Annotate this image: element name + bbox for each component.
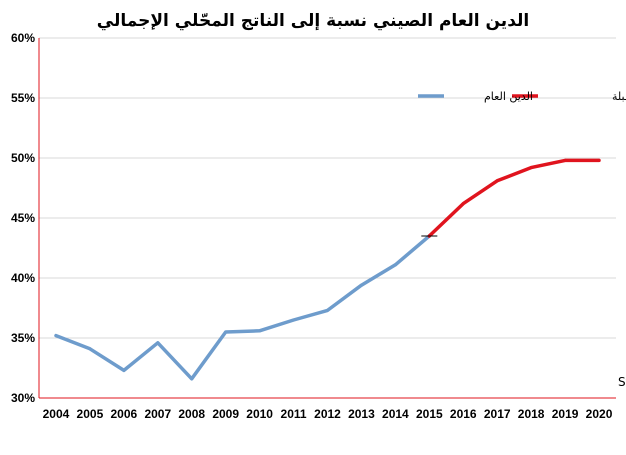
data-point xyxy=(326,308,329,312)
y-tick-label: 35% xyxy=(11,331,35,345)
y-tick-label: 30% xyxy=(11,391,35,405)
legend: توقعات الأعوام المُقبلة الدين العام xyxy=(418,89,626,103)
y-tick-label: 60% xyxy=(11,31,35,45)
y-tick-label: 50% xyxy=(11,151,35,165)
data-point xyxy=(393,263,397,267)
x-tick-label: 2006 xyxy=(111,407,138,421)
x-tick-label: 2011 xyxy=(281,407,307,421)
axes xyxy=(38,38,616,399)
series-line-public-debt xyxy=(54,234,432,381)
x-tick-label: 2017 xyxy=(484,407,511,421)
data-point xyxy=(88,347,92,351)
x-tick-label: 2019 xyxy=(552,407,579,421)
data-point xyxy=(156,341,160,345)
x-tick-label: 2014 xyxy=(382,407,409,421)
source-annotation: بروفسور جاسم عجاقة - مصدر صندوق النقد ال… xyxy=(618,375,626,390)
series-line-forecast xyxy=(427,158,601,238)
data-point xyxy=(224,330,228,334)
x-tick-label: 2004 xyxy=(43,407,70,421)
data-point xyxy=(190,377,194,381)
x-tick-label: 2009 xyxy=(212,407,239,421)
x-tick-label: 2020 xyxy=(586,407,613,421)
data-point xyxy=(563,158,567,162)
data-point xyxy=(495,179,499,183)
grid xyxy=(39,37,616,339)
x-tick-label: 2005 xyxy=(77,407,104,421)
legend-label: توقعات الأعوام المُقبلة xyxy=(612,89,626,103)
x-tick-label: 2008 xyxy=(178,407,205,421)
chart-title: الدين العام الصيني نسبة إلى الناتج المحّ… xyxy=(97,11,529,31)
data-point xyxy=(597,158,601,162)
data-point xyxy=(54,334,58,338)
y-tick-label: 45% xyxy=(11,211,35,225)
legend-item-forecast: توقعات الأعوام المُقبلة xyxy=(512,89,626,103)
x-tick-label: 2007 xyxy=(144,407,171,421)
legend-item-public-debt: الدين العام xyxy=(418,90,533,103)
data-point xyxy=(461,202,465,206)
tick-labels: 30% 35% 40% 45% 50% 55% 60% 2004 2005 2006 2007 200… xyxy=(11,31,613,421)
data-point xyxy=(529,166,533,170)
legend-label: الدين العام xyxy=(484,90,533,103)
y-tick-label: 40% xyxy=(11,271,35,285)
x-tick-label: 2010 xyxy=(246,407,273,421)
x-tick-label: 2013 xyxy=(348,407,375,421)
y-tick-label: 55% xyxy=(11,91,35,105)
data-point xyxy=(359,283,363,287)
x-tick-label: 2016 xyxy=(450,407,477,421)
data-point xyxy=(122,368,126,372)
x-tick-label: 2012 xyxy=(314,407,341,421)
data-point xyxy=(258,329,262,333)
data-point xyxy=(292,318,296,322)
plot-area xyxy=(54,158,601,381)
x-tick-label: 2018 xyxy=(518,407,545,421)
x-tick-label: 2015 xyxy=(416,407,443,421)
